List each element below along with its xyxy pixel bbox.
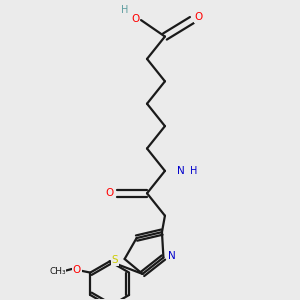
- Text: N: N: [177, 166, 184, 176]
- Text: S: S: [112, 256, 119, 266]
- Text: CH₃: CH₃: [49, 267, 66, 276]
- Text: H: H: [190, 166, 198, 176]
- Text: H: H: [121, 5, 128, 15]
- Text: O: O: [73, 265, 81, 275]
- Text: N: N: [168, 251, 176, 261]
- Text: O: O: [131, 14, 139, 24]
- Text: O: O: [106, 188, 114, 198]
- Text: O: O: [194, 12, 202, 22]
